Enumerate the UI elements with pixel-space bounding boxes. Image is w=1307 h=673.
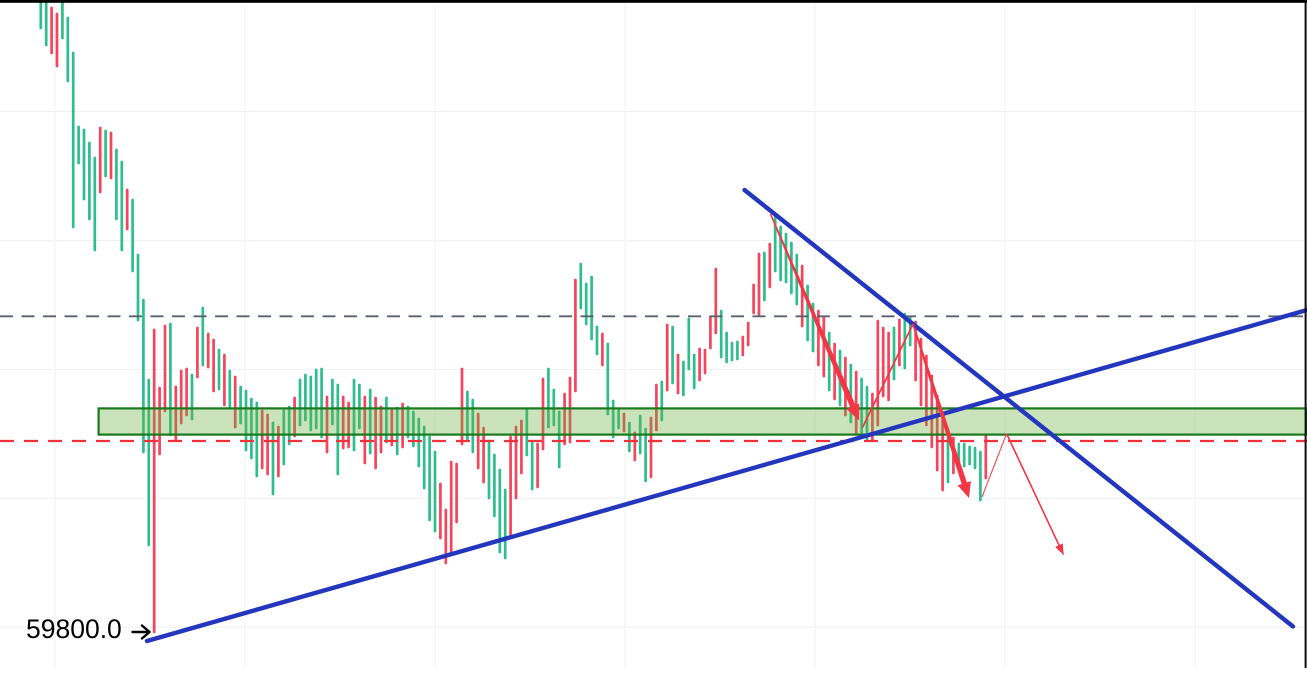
svg-text:59800.0: 59800.0 [26,614,122,644]
